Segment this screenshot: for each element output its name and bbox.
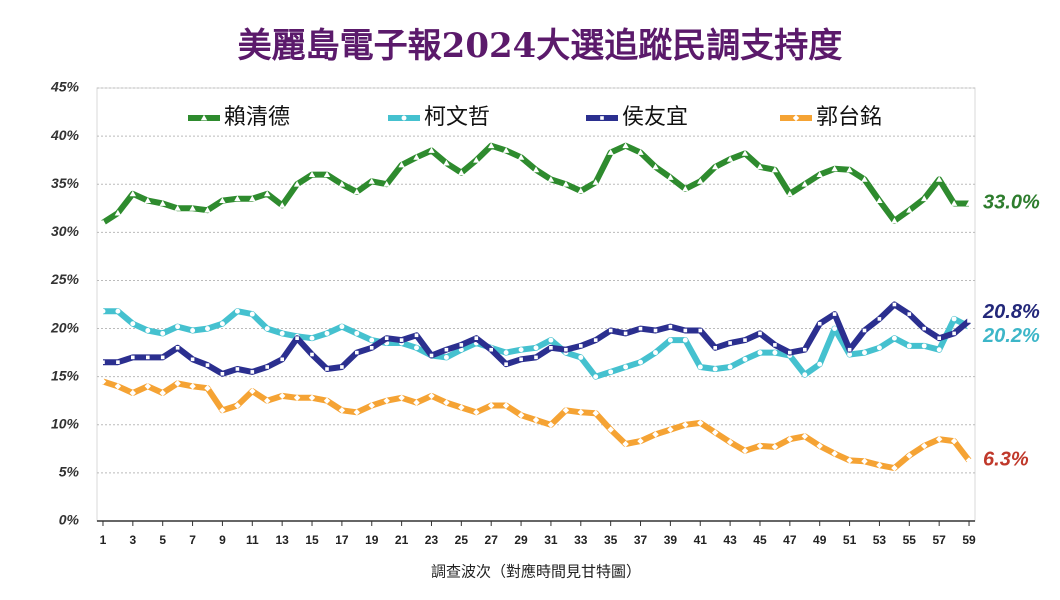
x-tick-label: 25: [455, 533, 469, 547]
x-tick-label: 41: [694, 533, 708, 547]
x-tick-label: 1: [100, 533, 107, 547]
value-label: 20.2%: [982, 325, 1040, 347]
series-line: [99, 142, 973, 226]
y-tick-label: 15%: [51, 367, 80, 383]
x-tick-label: 19: [365, 533, 379, 547]
y-tick-label: 25%: [50, 271, 80, 287]
x-tick-label: 39: [664, 533, 678, 547]
x-tick-label: 37: [634, 533, 648, 547]
x-tick-label: 11: [246, 533, 259, 547]
y-tick-label: 35%: [51, 175, 80, 191]
x-tick-label: 55: [903, 533, 917, 547]
x-tick-label: 29: [514, 533, 528, 547]
x-tick-label: 27: [485, 533, 499, 547]
series-line: [99, 378, 973, 472]
y-tick-label: 20%: [50, 319, 80, 335]
legend-label: 郭台銘: [816, 105, 882, 130]
x-tick-label: 45: [753, 533, 767, 547]
value-label: 33.0%: [983, 192, 1040, 214]
x-tick-label: 31: [544, 533, 558, 547]
x-tick-label: 35: [604, 533, 618, 547]
x-tick-label: 3: [129, 533, 136, 547]
x-tick-label: 49: [813, 533, 827, 547]
x-tick-label: 17: [335, 533, 349, 547]
x-tick-label: 53: [873, 533, 887, 547]
series-line: [101, 301, 971, 377]
x-tick-label: 21: [395, 533, 409, 547]
x-tick-label: 47: [783, 533, 797, 547]
x-tick-label: 57: [932, 533, 946, 547]
x-tick-label: 23: [425, 533, 439, 547]
y-tick-label: 10%: [51, 415, 80, 431]
x-tick-label: 13: [275, 533, 289, 547]
y-tick-label: 5%: [59, 464, 80, 480]
y-tick-label: 40%: [50, 127, 80, 143]
x-tick-label: 59: [962, 533, 976, 547]
y-tick-label: 30%: [51, 223, 80, 239]
chart-title: 美麗島電子報2024大選追蹤民調支持度: [238, 26, 843, 66]
x-tick-label: 5: [159, 533, 166, 547]
value-label: 6.3%: [983, 449, 1029, 471]
x-axis-label: 調查波次（對應時間見甘特圖）: [431, 563, 641, 581]
x-tick-label: 51: [843, 533, 857, 547]
value-label: 20.8%: [982, 301, 1040, 323]
x-tick-label: 33: [574, 533, 588, 547]
x-tick-label: 9: [219, 533, 226, 547]
legend-label: 侯友宜: [622, 105, 688, 130]
x-tick-label: 7: [189, 533, 196, 547]
legend-label: 賴清德: [224, 105, 290, 130]
x-tick-label: 15: [305, 533, 319, 547]
y-tick-label: 0%: [59, 512, 80, 528]
legend-label: 柯文哲: [424, 105, 490, 130]
y-tick-label: 45%: [50, 79, 80, 95]
x-tick-label: 43: [723, 533, 737, 547]
